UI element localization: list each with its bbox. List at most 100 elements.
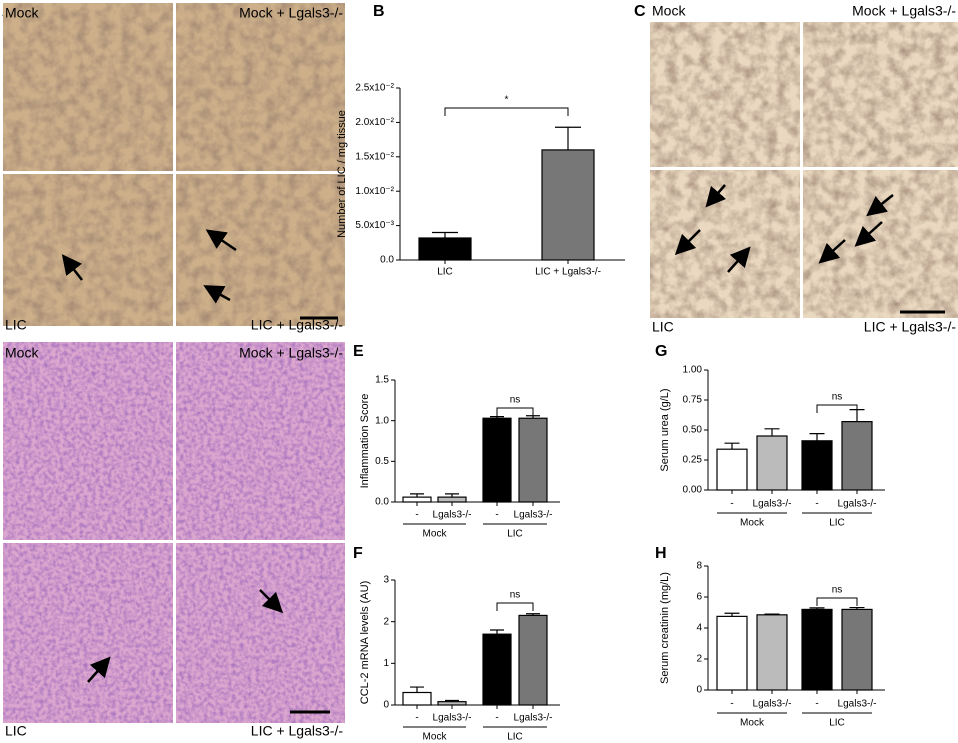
image-label: LIC	[5, 317, 27, 333]
arrow	[205, 229, 237, 252]
y-tick-label: 1	[383, 658, 389, 669]
group-label: Mock	[740, 518, 765, 529]
y-tick-label: 1.00	[683, 365, 703, 376]
image-label: LIC	[5, 723, 27, 739]
y-tick-label: 2	[696, 654, 702, 665]
bar	[482, 417, 512, 503]
x-tick-label: LIC + Lgals3-/-	[535, 267, 601, 278]
micrograph-texture	[3, 543, 173, 723]
bar	[801, 440, 833, 491]
micrograph-texture	[3, 3, 173, 171]
x-tick-label: -	[495, 713, 498, 724]
bar	[841, 608, 873, 691]
bar	[716, 615, 748, 691]
image-label: Mock	[5, 5, 39, 21]
bar	[437, 496, 467, 503]
error-bar	[555, 126, 581, 150]
error-bar	[724, 442, 740, 450]
arrow	[854, 221, 883, 247]
arrow	[674, 229, 701, 256]
panel-letter: E	[353, 343, 364, 360]
bar	[437, 701, 467, 706]
x-tick-label: -	[730, 699, 733, 710]
x-tick-label: -	[815, 499, 818, 510]
bar	[801, 608, 833, 691]
y-tick-label: 0.5	[375, 456, 389, 467]
error-bar	[445, 699, 459, 702]
panel-letter: C	[634, 3, 646, 20]
micrograph-texture	[3, 174, 173, 326]
significance-label: ns	[510, 395, 521, 406]
error-bar	[764, 613, 780, 615]
y-axis-label: CCL-2 mRNA levels (AU)	[359, 581, 371, 704]
y-tick-label: 1.0	[375, 415, 389, 426]
micrograph-texture	[176, 543, 345, 723]
image-label: Mock + Lgals3-/-	[239, 5, 343, 21]
y-tick-label: 5.0x10⁻³	[355, 220, 394, 231]
y-axis-label: Inflammation Score	[359, 394, 371, 489]
y-tick-label: 2	[383, 616, 389, 627]
significance-bracket	[496, 407, 534, 416]
image-label: Mock	[5, 345, 39, 361]
error-bar	[410, 686, 424, 693]
micrograph-texture	[650, 22, 800, 167]
y-axis-label: Serum urea (g/L)	[659, 388, 671, 471]
y-axis-label: Number of LIC / mg tissue	[336, 110, 348, 238]
bar	[841, 421, 873, 491]
y-tick-label: 1.5x10⁻²	[355, 151, 394, 162]
x-tick-label: -	[815, 699, 818, 710]
bar	[518, 614, 548, 706]
x-tick-label: -	[495, 510, 498, 521]
y-tick-label: 2.0x10⁻²	[355, 117, 394, 128]
bar	[402, 496, 432, 503]
y-tick-label: 8	[696, 561, 702, 572]
image-label: Mock	[652, 3, 686, 19]
micrograph-texture	[176, 3, 345, 171]
error-bar	[764, 428, 780, 436]
significance-bracket	[816, 597, 858, 606]
error-bar	[490, 416, 504, 419]
y-tick-label: 1.5	[375, 375, 389, 386]
y-tick-label: 0.25	[683, 455, 703, 466]
bar	[518, 417, 548, 503]
image-label: LIC + Lgals3-/-	[251, 723, 344, 739]
group-label: Mock	[740, 718, 765, 729]
error-bar	[490, 629, 504, 635]
y-tick-label: 0.00	[683, 485, 703, 496]
y-tick-label: 0.0	[380, 255, 394, 266]
x-tick-label: Lgals3-/-	[753, 699, 792, 710]
micrograph-texture	[176, 174, 345, 326]
significance-bracket	[496, 602, 534, 611]
bar	[482, 633, 512, 706]
bar	[756, 614, 788, 691]
significance-bracket	[816, 404, 858, 413]
group-label: LIC	[829, 718, 845, 729]
y-tick-label: 0	[383, 700, 389, 711]
group-label: LIC	[829, 518, 845, 529]
arrow	[203, 285, 231, 304]
error-bar	[526, 613, 540, 616]
arrow	[866, 194, 894, 217]
y-tick-label: 2.5x10⁻²	[355, 83, 394, 94]
arrow	[259, 589, 284, 614]
arrow	[727, 246, 751, 273]
y-tick-label: 4	[696, 623, 702, 634]
image-label: LIC + Lgals3-/-	[251, 317, 344, 333]
y-tick-label: 0.50	[683, 425, 703, 436]
significance-label: ns	[510, 590, 521, 601]
x-tick-label: Lgals3-/-	[838, 699, 877, 710]
bar	[756, 435, 788, 491]
y-tick-label: 0	[696, 685, 702, 696]
arrow	[705, 184, 727, 208]
significance-label: ns	[832, 585, 843, 596]
error-bar	[724, 612, 740, 617]
panel-letter: G	[655, 343, 667, 360]
significance-label: ns	[832, 392, 843, 403]
group-label: Mock	[423, 732, 448, 743]
x-tick-label: -	[415, 713, 418, 724]
group-label: LIC	[507, 732, 523, 743]
panel-letter: F	[353, 545, 363, 562]
x-tick-label: LIC	[437, 267, 453, 278]
image-label: LIC + Lgals3-/-	[864, 319, 957, 335]
arrow	[61, 254, 83, 281]
